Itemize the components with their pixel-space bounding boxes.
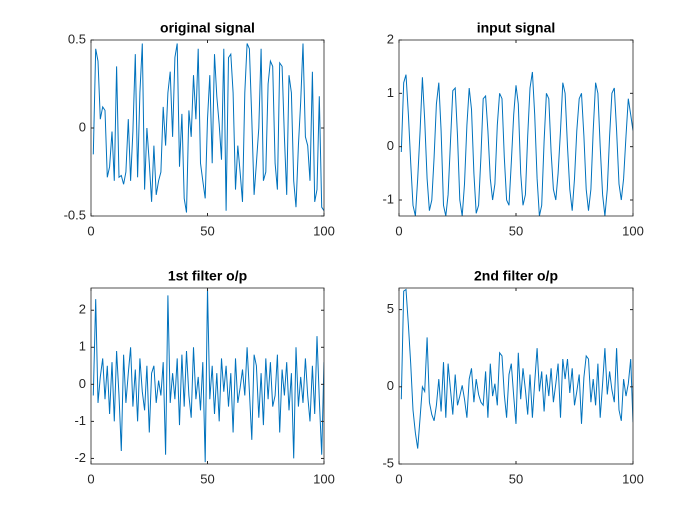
signal-line bbox=[92, 43, 324, 213]
chart-title: original signal bbox=[160, 20, 255, 36]
y-tick-label: -5 bbox=[382, 455, 394, 470]
y-tick-label: 1 bbox=[387, 85, 394, 100]
x-tick-label: 0 bbox=[395, 471, 402, 486]
axes-background bbox=[399, 288, 633, 464]
y-tick-label: 2 bbox=[387, 31, 394, 46]
x-tick-label: 0 bbox=[395, 223, 402, 238]
y-tick-label: -0.5 bbox=[64, 207, 86, 222]
x-tick-label: 50 bbox=[200, 223, 214, 238]
x-tick-label: 100 bbox=[313, 223, 335, 238]
signal-line bbox=[400, 288, 633, 449]
y-tick-label: -2 bbox=[74, 450, 86, 465]
y-tick-label: 5 bbox=[387, 301, 394, 316]
y-tick-label: -1 bbox=[74, 413, 86, 428]
x-tick-label: 0 bbox=[87, 471, 94, 486]
x-tick-label: 0 bbox=[87, 223, 94, 238]
y-tick-label: 0.5 bbox=[68, 31, 86, 46]
x-tick-label: 100 bbox=[622, 223, 644, 238]
y-tick-label: 0 bbox=[387, 138, 394, 153]
chart-title: 2nd filter o/p bbox=[474, 268, 558, 284]
y-tick-label: 1 bbox=[79, 339, 86, 354]
y-tick-label: 0 bbox=[387, 378, 394, 393]
x-tick-label: 100 bbox=[313, 471, 335, 486]
signal-line bbox=[400, 71, 633, 216]
axes-background bbox=[399, 40, 633, 216]
x-tick-label: 50 bbox=[200, 471, 214, 486]
y-tick-label: 2 bbox=[79, 302, 86, 317]
x-tick-label: 100 bbox=[622, 471, 644, 486]
y-tick-label: -1 bbox=[382, 191, 394, 206]
y-tick-label: 0 bbox=[79, 119, 86, 134]
y-tick-label: 0 bbox=[79, 376, 86, 391]
chart-title: 1st filter o/p bbox=[168, 268, 247, 284]
x-tick-label: 50 bbox=[509, 471, 523, 486]
chart-title: input signal bbox=[477, 20, 556, 36]
x-tick-label: 50 bbox=[509, 223, 523, 238]
signal-line bbox=[92, 288, 324, 463]
